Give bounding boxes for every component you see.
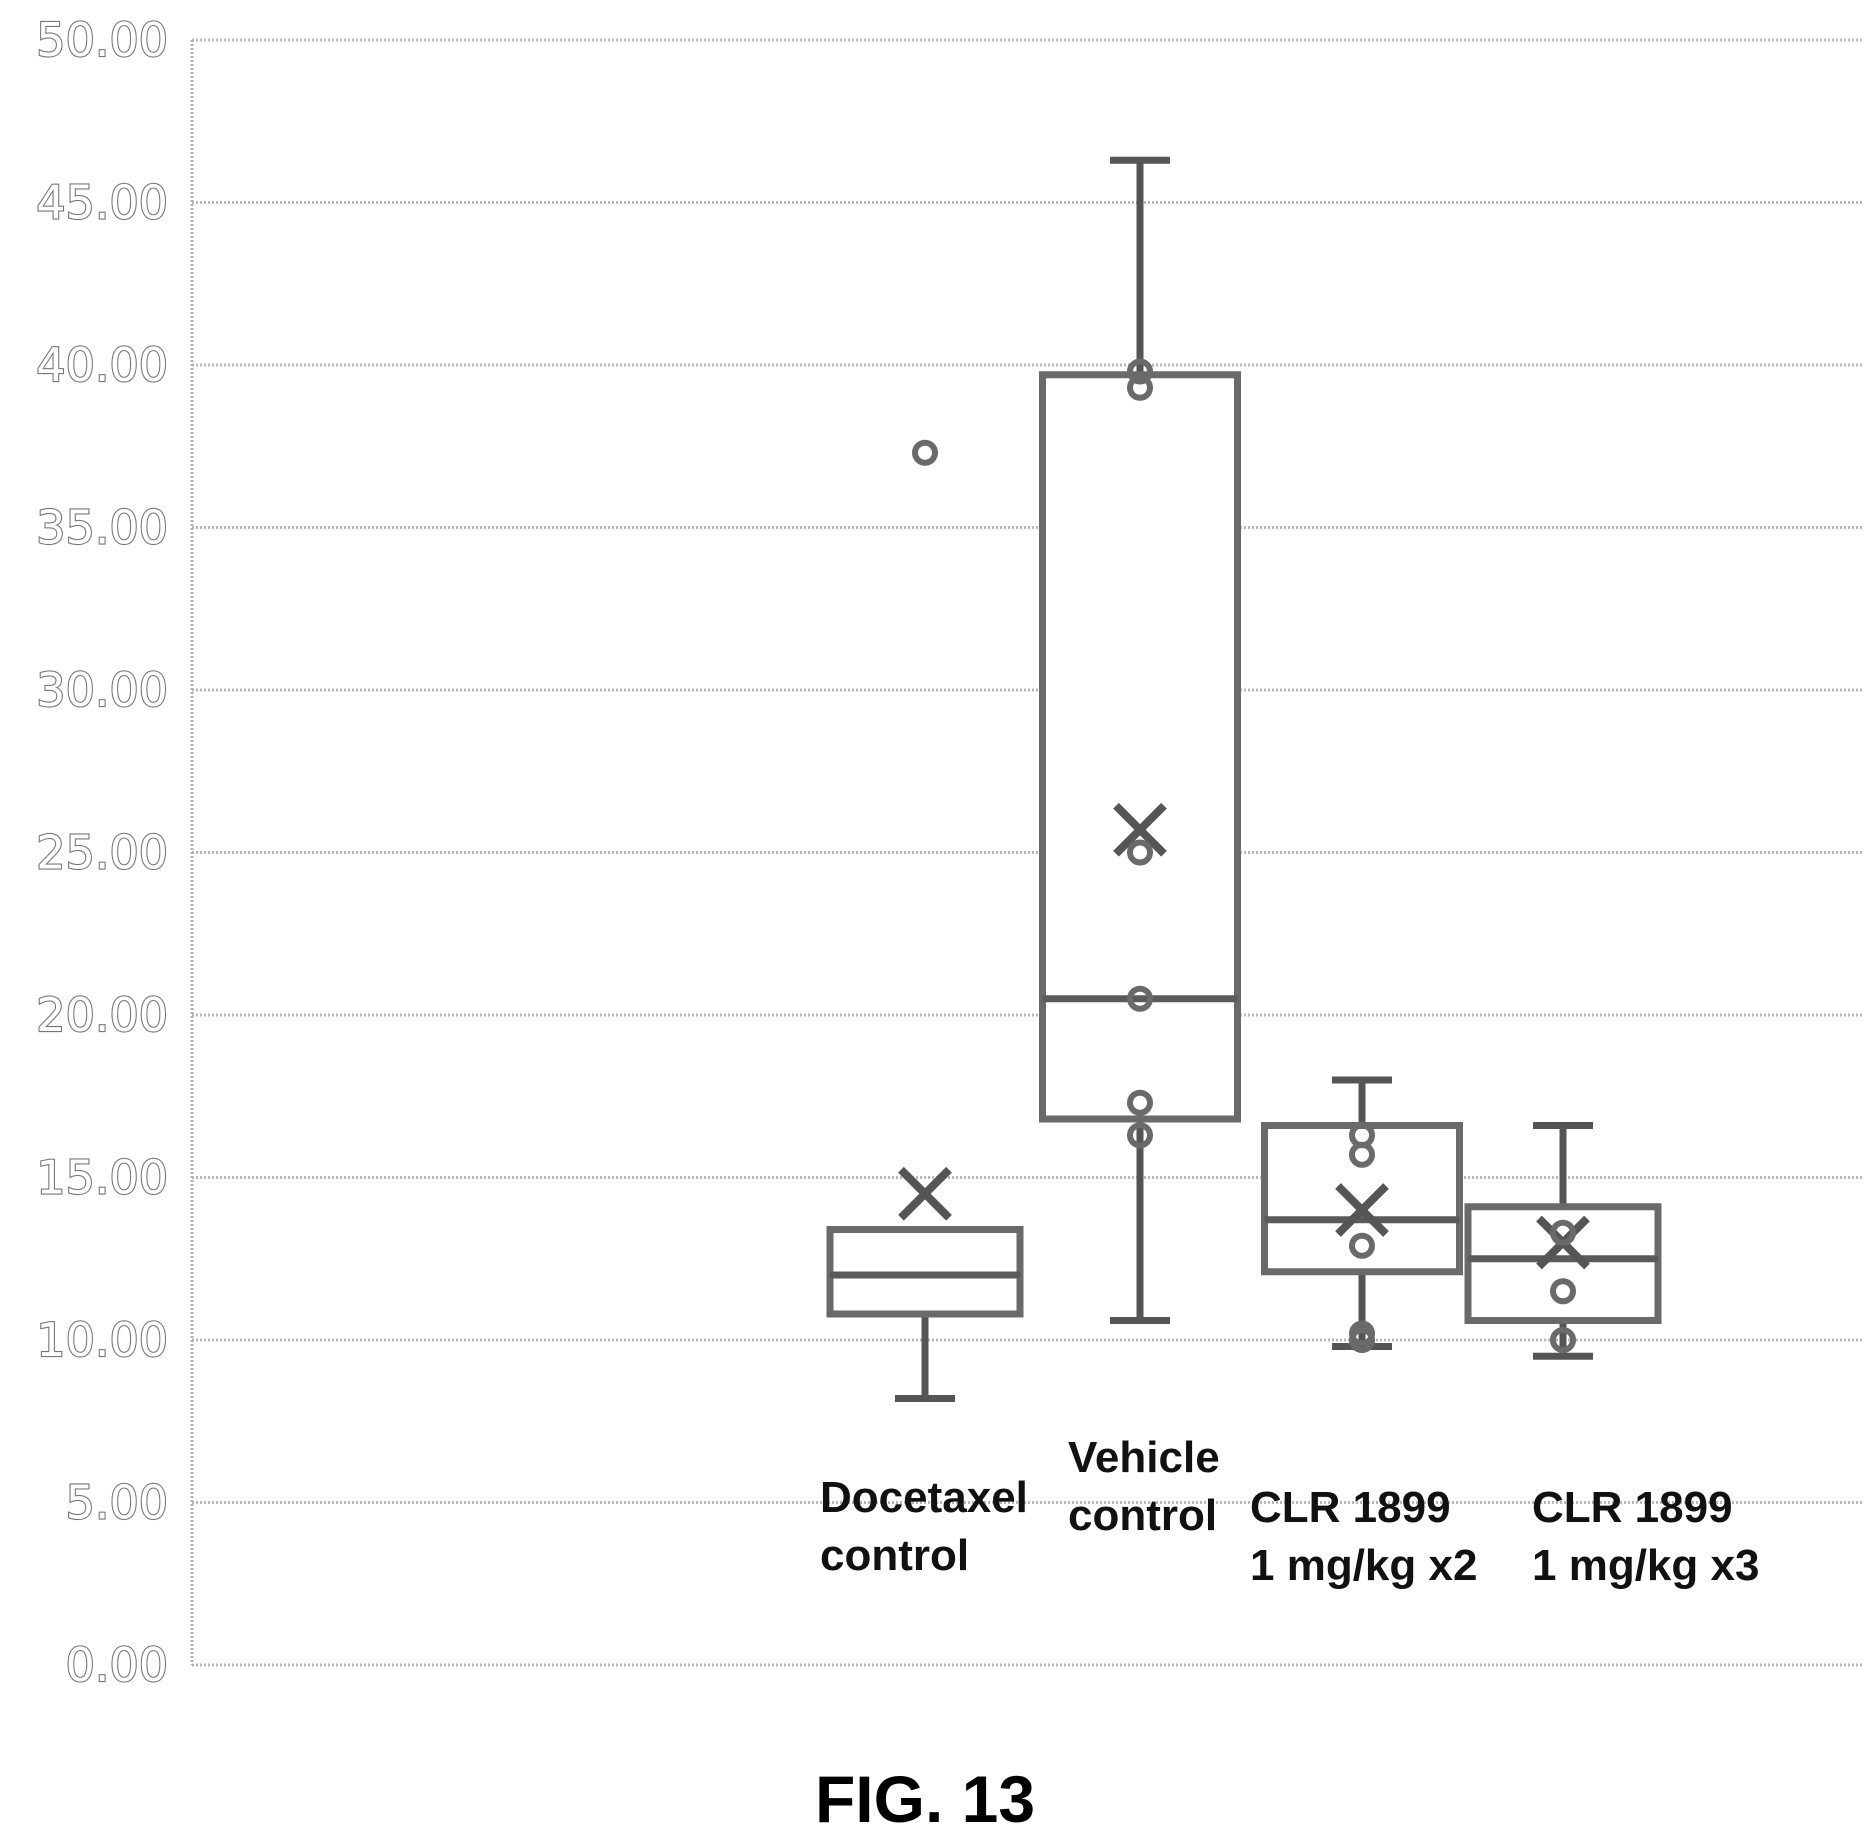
data-point-0 (1550, 1219, 1576, 1246)
category-label-0-line-0: Docetaxel (820, 1473, 1028, 1522)
category-labels: Docetaxel control Vehicle control CLR 1899 1 … (820, 1433, 1759, 1590)
category-label-2-line-1: 1 mg/kg x2 (1250, 1541, 1477, 1590)
gridlines (192, 38, 1864, 1667)
mean-marker (898, 1166, 952, 1221)
box-group-2 (1261, 1076, 1463, 1353)
y-tick-label-4: 20.00 (36, 988, 168, 1042)
category-label-3-line-0: CLR 1899 (1532, 1483, 1733, 1532)
y-tick-label-0: 0.00 (66, 1638, 168, 1692)
data-point-3 (1127, 985, 1153, 1012)
box-series (826, 156, 1662, 1402)
data-point-4 (1349, 1327, 1375, 1353)
y-tick-label-7: 35.00 (36, 501, 168, 555)
data-point-0 (1127, 374, 1153, 401)
data-point-2 (1349, 1232, 1375, 1259)
figure-label: FIG. 13 (815, 1762, 1035, 1836)
category-label-2-line-0: CLR 1899 (1250, 1483, 1451, 1532)
y-tick-label-3: 15.00 (36, 1151, 168, 1205)
data-point-1 (1550, 1278, 1576, 1305)
y-tick-label-10: 50.00 (36, 13, 168, 67)
y-tick-label-5: 25.00 (36, 826, 168, 880)
mean-marker (1335, 1183, 1389, 1237)
y-tick-label-6: 30.00 (36, 663, 168, 717)
data-point-4 (1127, 1089, 1153, 1116)
data-point-0 (912, 439, 938, 466)
box-group-1 (1039, 156, 1241, 1324)
category-label-1-line-1: control (1068, 1491, 1217, 1540)
category-label-1-line-0: Vehicle (1068, 1433, 1220, 1482)
y-tick-label-9: 45.00 (36, 176, 168, 230)
y-tick-label-1: 5.00 (66, 1476, 168, 1530)
box-group-0 (826, 439, 1024, 1402)
data-point-1 (1349, 1141, 1375, 1168)
y-tick-label-2: 10.00 (36, 1313, 168, 1367)
y-tick-label-8: 40.00 (36, 338, 168, 392)
category-label-3-line-1: 1 mg/kg x3 (1532, 1541, 1759, 1590)
mean-marker (1113, 802, 1167, 857)
data-point-5 (1127, 1122, 1153, 1149)
box-group-3 (1464, 1122, 1662, 1360)
category-label-0-line-1: control (820, 1531, 969, 1580)
data-point-2 (1550, 1327, 1576, 1353)
data-point-2 (1127, 839, 1153, 866)
y-tick-labels: 0.00 5.00 10.00 15.00 20.00 25.00 30.00 35.00 40… (35, 12, 169, 1693)
data-point-1 (1127, 358, 1153, 385)
iqr-box (1261, 1122, 1463, 1276)
